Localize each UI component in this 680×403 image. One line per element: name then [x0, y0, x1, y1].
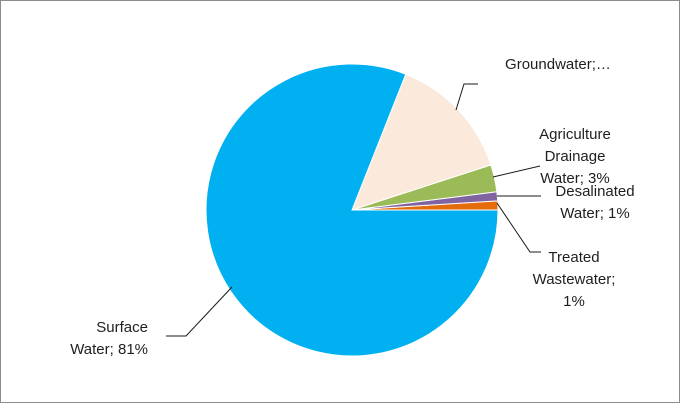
data-label-groundwater: Groundwater;… — [505, 56, 611, 73]
data-label-agriculture-drainage-water: Agriculture Drainage Water; 3% — [539, 126, 611, 187]
data-label-surface-water: Surface Water; 81% — [70, 319, 148, 358]
leader-line-surface-water — [166, 286, 233, 337]
pie-slice-surface-water — [205, 63, 499, 357]
leader-line-groundwater — [455, 83, 478, 111]
data-label-treated-wastewater: Treated Wastewater; 1% — [533, 249, 616, 310]
data-label-desalinated-water: Desalinated Water; 1% — [555, 183, 634, 222]
leader-line-agriculture-drainage-water — [492, 165, 541, 178]
leader-line-treated-wastewater — [496, 202, 541, 253]
